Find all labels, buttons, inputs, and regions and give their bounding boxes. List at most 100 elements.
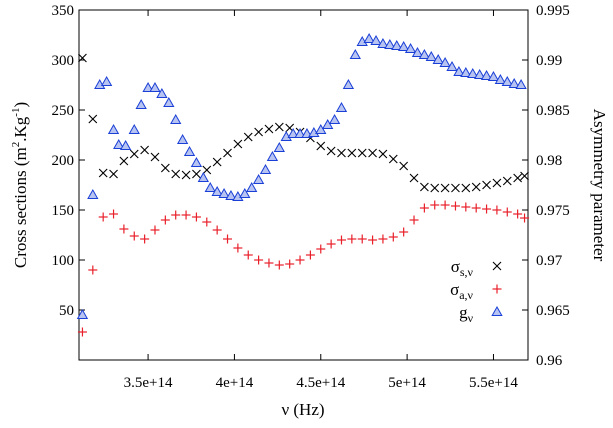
y-axis-left-title-sup1: 2 bbox=[10, 142, 22, 148]
point-sigma_s bbox=[119, 156, 129, 166]
point-sigma_a bbox=[461, 202, 471, 212]
point-sigma_s bbox=[347, 148, 357, 158]
point-sigma_a bbox=[305, 250, 315, 260]
point-sigma_s bbox=[409, 173, 419, 183]
point-g bbox=[225, 189, 237, 200]
point-sigma_a bbox=[109, 209, 119, 219]
point-sigma_a bbox=[171, 210, 181, 220]
tick-labels-layer: 3.5e+14 4e+14 4.5e+14 5e+14 5.5e+14 50 100 150 2… bbox=[52, 3, 570, 391]
point-sigma_s bbox=[202, 165, 212, 175]
x-tick-label: 3.5e+14 bbox=[124, 375, 173, 391]
point-g bbox=[342, 78, 355, 89]
point-sigma_s bbox=[109, 169, 118, 179]
point-g bbox=[252, 173, 265, 184]
point-sigma_a bbox=[233, 243, 243, 253]
point-g bbox=[480, 69, 493, 80]
point-sigma_a bbox=[150, 225, 160, 235]
point-sigma_a bbox=[520, 213, 530, 223]
point-g bbox=[515, 78, 527, 89]
y-axis-left-title-sup2: -1 bbox=[10, 108, 22, 117]
legend-label-sigma-s: σs,ν bbox=[451, 257, 474, 279]
point-sigma_a bbox=[140, 234, 150, 244]
point-g bbox=[135, 98, 147, 109]
point-sigma_s bbox=[430, 183, 440, 193]
y-right-tick-label: 0.98 bbox=[536, 153, 562, 169]
point-sigma_s bbox=[316, 141, 326, 151]
point-sigma_s bbox=[129, 149, 139, 159]
point-g bbox=[508, 77, 520, 88]
legend-label-sigma-a-base: σ bbox=[450, 280, 459, 299]
point-g bbox=[294, 127, 306, 138]
point-sigma_a bbox=[482, 204, 492, 214]
point-sigma_a bbox=[471, 203, 481, 213]
point-sigma_a bbox=[378, 234, 388, 244]
point-sigma_a bbox=[419, 203, 429, 213]
point-sigma_s bbox=[223, 148, 232, 158]
y-right-tick-label: 0.995 bbox=[536, 3, 570, 19]
legend-label-sigma-a-sub: a,ν bbox=[459, 288, 473, 302]
point-sigma_s bbox=[368, 148, 377, 158]
x-tick-label: 4.5e+14 bbox=[296, 375, 345, 391]
point-g bbox=[494, 73, 507, 84]
point-sigma_s bbox=[502, 176, 512, 186]
legend-label-sigma-s-sub: s,ν bbox=[460, 265, 474, 279]
point-g bbox=[266, 150, 279, 161]
y-left-tick-label: 100 bbox=[52, 253, 75, 269]
point-sigma_s bbox=[264, 124, 274, 134]
point-sigma_a bbox=[285, 259, 295, 269]
point-g bbox=[411, 46, 424, 57]
point-g bbox=[404, 42, 417, 53]
point-sigma_a bbox=[191, 212, 201, 222]
point-sigma_s bbox=[440, 183, 450, 193]
point-g bbox=[370, 34, 382, 45]
point-sigma_s bbox=[274, 122, 284, 132]
point-sigma_s bbox=[78, 53, 87, 63]
point-g bbox=[128, 123, 140, 134]
point-sigma_a bbox=[409, 215, 419, 225]
point-g bbox=[446, 60, 458, 71]
legend-label-g: gν bbox=[459, 303, 474, 325]
point-sigma_s bbox=[482, 180, 491, 190]
point-sigma_s bbox=[357, 148, 367, 158]
y-left-tick-label: 150 bbox=[52, 203, 75, 219]
y-left-tick-label: 300 bbox=[52, 53, 75, 69]
point-sigma_a bbox=[492, 205, 502, 215]
x-tick-label: 5.5e+14 bbox=[469, 375, 518, 391]
point-g bbox=[377, 37, 389, 48]
point-g bbox=[349, 48, 361, 59]
point-sigma_a bbox=[513, 209, 523, 219]
point-g bbox=[315, 123, 327, 134]
point-g bbox=[156, 87, 168, 98]
plot-frame bbox=[78, 9, 529, 361]
point-g bbox=[76, 308, 89, 319]
point-g bbox=[432, 53, 444, 64]
point-sigma_s bbox=[513, 173, 523, 183]
point-sigma_a bbox=[388, 232, 398, 242]
legend-marker-g bbox=[491, 305, 503, 316]
point-g bbox=[204, 181, 216, 192]
point-g bbox=[142, 81, 154, 92]
point-sigma_s bbox=[520, 171, 529, 181]
point-g bbox=[287, 127, 299, 138]
point-sigma_s bbox=[419, 182, 429, 192]
point-g bbox=[273, 141, 285, 152]
point-sigma_s bbox=[192, 169, 201, 179]
point-sigma_a bbox=[98, 212, 108, 222]
point-sigma_s bbox=[471, 182, 481, 192]
point-sigma_a bbox=[502, 207, 512, 217]
y-right-tick-label: 0.97 bbox=[536, 253, 563, 269]
point-sigma_s bbox=[461, 183, 471, 193]
point-g bbox=[239, 187, 251, 198]
point-sigma_a bbox=[368, 235, 378, 245]
point-sigma_s bbox=[140, 145, 150, 155]
point-sigma_a bbox=[326, 239, 336, 249]
point-g bbox=[453, 65, 465, 76]
y-left-tick-label: 350 bbox=[52, 3, 75, 19]
point-g bbox=[439, 56, 451, 67]
point-sigma_s bbox=[378, 149, 388, 159]
y-right-tick-label: 0.975 bbox=[536, 203, 570, 219]
point-sigma_a bbox=[347, 234, 357, 244]
point-sigma_a bbox=[399, 227, 409, 237]
point-sigma_a bbox=[223, 234, 233, 244]
point-g bbox=[398, 40, 410, 51]
